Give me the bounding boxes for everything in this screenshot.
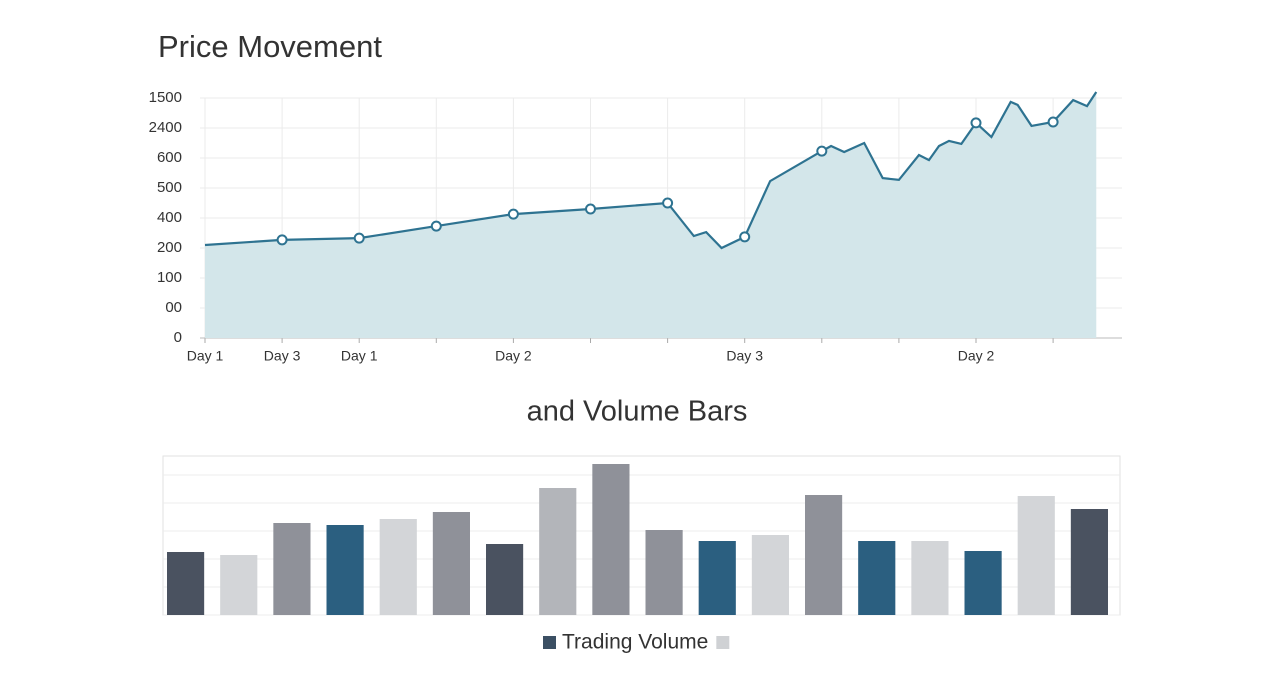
price-line (204, 91, 1098, 250)
price-marker (1047, 116, 1059, 128)
volume-bar (592, 464, 630, 615)
x-tick-label: Day 1 (341, 348, 378, 364)
x-tick-label: Day 1 (187, 348, 224, 364)
price-marker (507, 208, 519, 220)
y-tick-label: 2400 (149, 119, 182, 136)
price-area (205, 92, 1097, 338)
volume-bar (911, 541, 949, 615)
price-marker (816, 145, 828, 157)
price-marker (276, 234, 288, 246)
volume-bar (273, 523, 311, 615)
legend-swatch (716, 636, 730, 649)
volume-bar (858, 541, 896, 615)
volume-bar (539, 488, 577, 615)
volume-bar (645, 530, 683, 615)
volume-title: and Volume Bars (527, 396, 748, 428)
x-tick-label: Day 3 (264, 348, 301, 364)
y-tick-label: 600 (157, 149, 182, 166)
y-tick-label: 500 (157, 179, 182, 196)
price-marker (970, 117, 982, 129)
volume-bar (964, 551, 1002, 615)
y-tick-label: 0 (174, 329, 182, 346)
y-tick-label: 400 (157, 209, 182, 226)
volume-bar (698, 541, 736, 615)
volume-bar (751, 535, 789, 615)
y-tick-label: 200 (157, 239, 182, 256)
y-tick-label: 1500 (149, 89, 182, 106)
y-tick-label: 100 (157, 269, 182, 286)
volume-bar (326, 525, 364, 615)
x-tick-label: Day 2 (495, 348, 532, 364)
price-title: Price Movement (158, 29, 382, 64)
volume-bar (167, 552, 205, 615)
x-tick-label: Day 2 (958, 348, 995, 364)
volume-bar (805, 495, 843, 615)
y-tick-label: 00 (165, 299, 182, 316)
legend-swatch (543, 636, 556, 649)
price-marker (430, 220, 442, 232)
price-marker (585, 203, 596, 215)
x-tick-label: Day 3 (726, 348, 763, 364)
price-marker (739, 231, 751, 243)
volume-bar (1017, 496, 1055, 615)
price-marker (353, 232, 365, 244)
volume-bar (486, 544, 524, 615)
volume-bar (379, 519, 417, 615)
volume-bar (1070, 509, 1108, 615)
legend-label: Trading Volume (562, 631, 708, 654)
volume-bar (432, 512, 470, 615)
volume-bar (220, 555, 258, 615)
price-marker (662, 197, 674, 209)
